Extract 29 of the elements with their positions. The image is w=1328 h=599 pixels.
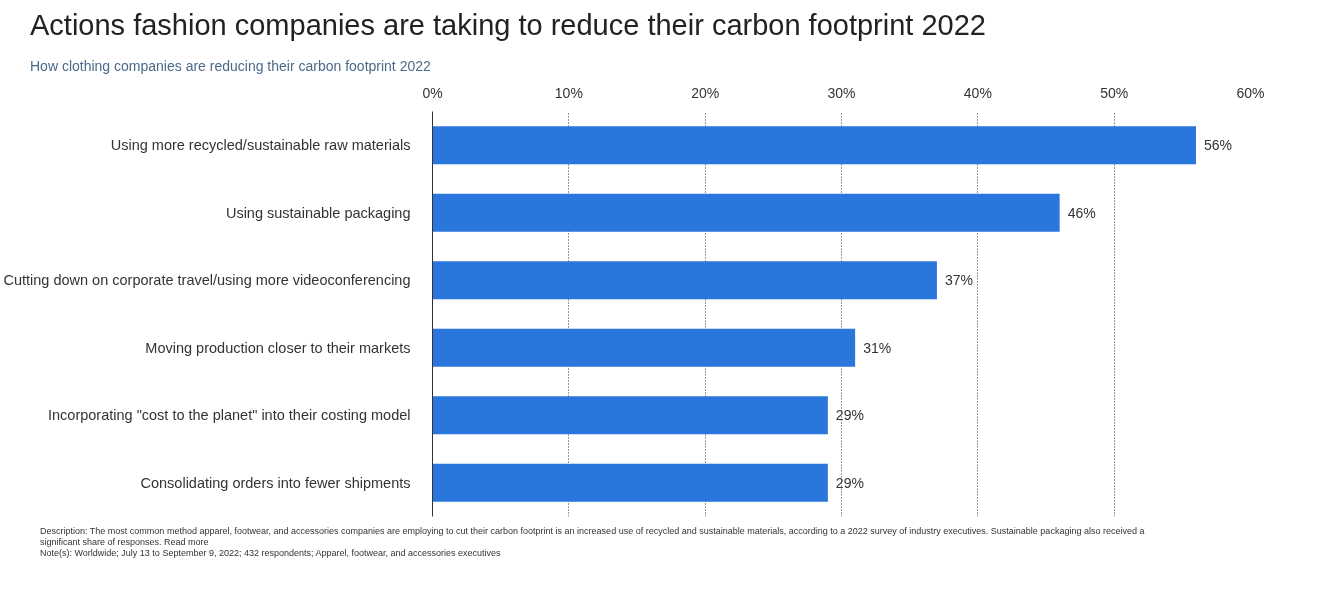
y-tick-label: Using more recycled/sustainable raw materials	[110, 137, 411, 154]
chart-title: Actions fashion companies are taking to reduce their carbon footprint 2022	[30, 8, 986, 43]
bar	[432, 329, 856, 368]
y-tick-label: Cutting down on corporate travel/using more videoconferencing	[3, 272, 411, 289]
x-tick-label: 0%	[422, 84, 443, 101]
y-tick-label: Using sustainable packaging	[225, 205, 411, 222]
y-tick-label: Moving production closer to their markets	[145, 340, 411, 357]
bar	[432, 261, 937, 300]
bar	[432, 194, 1060, 233]
data-label: 56%	[1203, 137, 1232, 154]
text: How clothing companies are reducing their carbon footprint 2022	[30, 57, 431, 77]
text: Description: The most common method apparel, footwear, and accessories companies are employing to cut their carbon footprint is an increased use of recycled and sustainable materials, according to a 2022 survey of industry executives. Sustainable packaging also received a significant share of responses. Read more	[40, 526, 1146, 549]
data-label: 29%	[835, 475, 864, 492]
y-tick-label: Consolidating orders into fewer shipments	[140, 475, 411, 492]
data-label: 46%	[1067, 205, 1096, 222]
bar	[432, 464, 828, 503]
data-label: 31%	[863, 340, 892, 357]
x-tick-label: 30%	[827, 84, 856, 101]
data-label: 37%	[944, 272, 973, 289]
data-label: 29%	[835, 407, 864, 424]
x-tick-label: 40%	[963, 84, 992, 101]
text: Note(s): Worldwide; July 13 to September 9, 2022; 432 respondents; Apparel, footwear, and accessories executives	[40, 548, 502, 559]
bar	[432, 396, 828, 435]
y-tick-label: Incorporating "cost to the planet" into their costing model	[47, 407, 411, 424]
x-tick-label: 20%	[691, 84, 720, 101]
bar	[432, 126, 1196, 165]
x-tick-label: 50%	[1100, 84, 1129, 101]
x-tick-label: 60%	[1236, 84, 1265, 101]
x-tick-label: 10%	[554, 84, 583, 101]
